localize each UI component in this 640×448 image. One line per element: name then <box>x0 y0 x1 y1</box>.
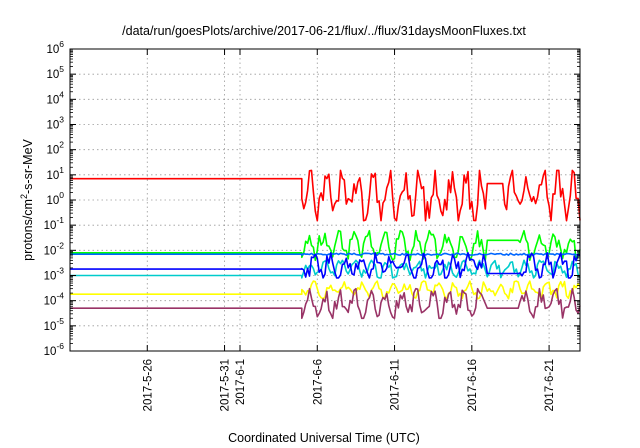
chart-title: /data/run/goesPlots/archive/2017-06-21/f… <box>122 24 526 38</box>
x-tick-label: 2017-6-16 <box>467 359 479 411</box>
series-layer <box>70 169 581 320</box>
series-line <box>70 287 581 320</box>
x-tick-label: 2017-5-31 <box>220 359 232 411</box>
y-tick-label: 104 <box>46 89 64 106</box>
series-line <box>70 252 581 279</box>
axis-ticks <box>70 48 580 352</box>
y-axis-label-main: protons/cm <box>21 199 35 261</box>
x-tick-label: 2017-6-11 <box>390 359 402 411</box>
y-tick-label: 10-1 <box>44 215 65 232</box>
x-axis-label: Coordinated Universal Time (UTC) <box>228 431 420 445</box>
series-line <box>70 259 581 279</box>
y-tick-label: 10-4 <box>44 291 65 308</box>
y-tick-label: 10-6 <box>44 341 65 358</box>
x-tick-label: 2017-6-21 <box>544 359 556 411</box>
y-tick-label: 10-3 <box>44 266 65 283</box>
y-tick-label: 101 <box>46 165 64 182</box>
y-tick-label: 105 <box>46 64 64 81</box>
y-tick-labels: 10-6 10-5 10-4 10-3 10-2 10-1 100 101 102 103 104 1… <box>44 39 65 358</box>
y-tick-label: 10-2 <box>44 240 65 257</box>
grid-lines <box>70 49 580 351</box>
y-axis-label-rest: -s-sr-MeV <box>21 138 35 194</box>
y-tick-label: 103 <box>46 115 64 132</box>
y-tick-label: 102 <box>46 140 64 157</box>
y-tick-label: 100 <box>46 190 64 207</box>
y-axis-label-sup: 2 <box>19 194 29 199</box>
series-line <box>70 229 581 262</box>
x-tick-label: 2017-5-26 <box>142 359 154 411</box>
series-line <box>70 169 581 222</box>
x-tick-labels: 2017-5-26 2017-5-31 2017-6-1 2017-6-6 2017-6… <box>142 359 556 411</box>
x-tick-label: 2017-6-1 <box>235 359 247 405</box>
y-tick-label: 10-5 <box>44 316 65 333</box>
series-line <box>70 280 581 300</box>
y-tick-label: 106 <box>46 39 64 56</box>
y-axis-label: protons/cm2-s-sr-MeV <box>19 138 35 260</box>
series-line <box>70 252 581 256</box>
x-tick-label: 2017-6-6 <box>312 359 324 405</box>
